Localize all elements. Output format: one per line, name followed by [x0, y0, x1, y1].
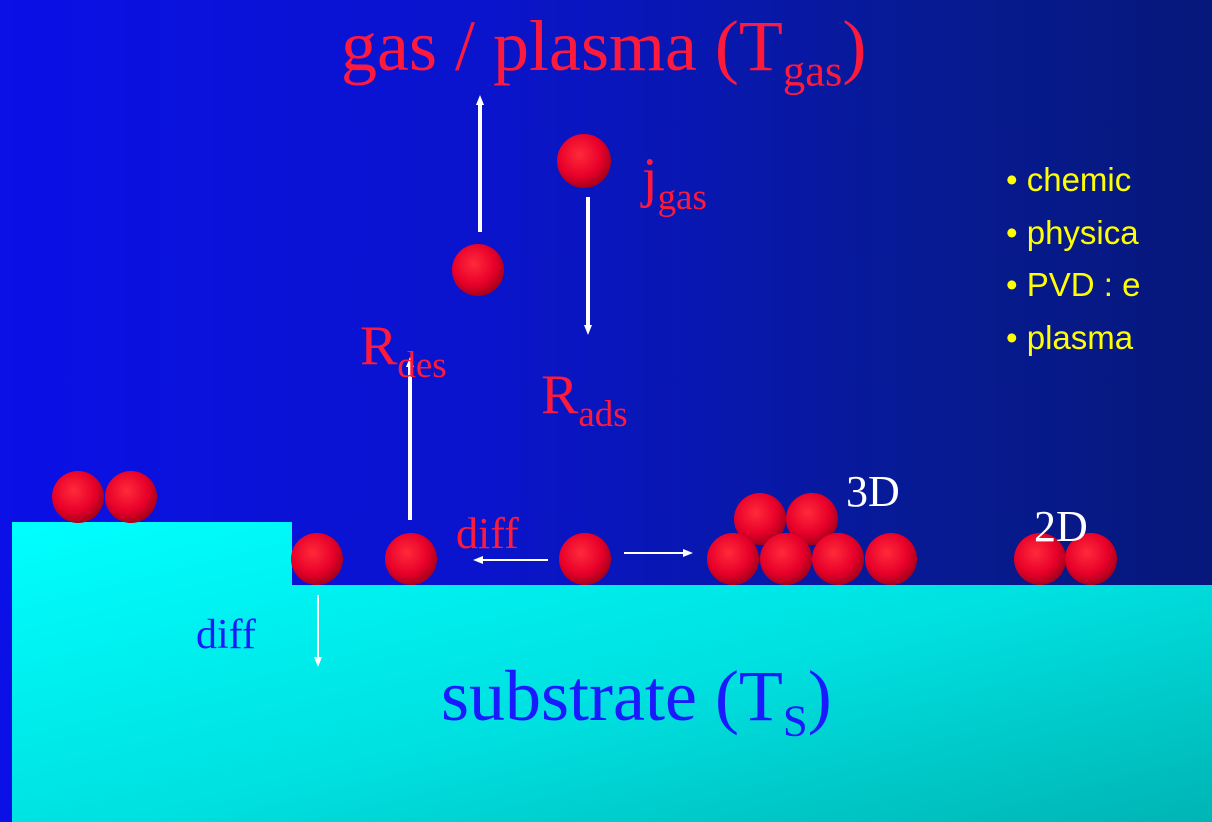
desorption-rate-main: R [360, 315, 398, 377]
bullet-item-physical: • physica [1006, 214, 1139, 251]
substrate-label-main: substrate (T [441, 656, 783, 736]
bullet-item-pvd: • PVD : e [1006, 266, 1141, 303]
adsorption-rate-sub: ads [578, 392, 628, 434]
cluster-3d-top-right [786, 493, 838, 545]
surface-diffusion-label: diff [456, 509, 519, 558]
gas-plasma-title: gas / plasma (Tgas) [341, 10, 866, 93]
flux-label-sub: gas [657, 175, 707, 217]
substrate-label-sub: S [782, 695, 808, 746]
bulk-diffusion-label: diff [196, 612, 256, 658]
gas-title-main: gas / plasma (T [341, 6, 783, 86]
desorbing-particle [452, 244, 504, 296]
label-2d: 2D [1034, 502, 1088, 551]
adatom-step-right [105, 471, 157, 523]
cluster-3d-base-3 [812, 533, 864, 585]
adsorption-rate-label: Rads [541, 364, 628, 432]
flux-label: jgas [642, 147, 707, 215]
adatom-edge [291, 533, 343, 585]
cluster-3d-base-4 [865, 533, 917, 585]
substrate-label: substrate (TS) [441, 660, 832, 743]
adatom-desorbing-site [385, 533, 437, 585]
bullet-item-chemical: • chemic [1006, 161, 1132, 198]
flux-label-main: j [642, 147, 658, 209]
adsorption-rate-main: R [541, 364, 579, 426]
gas-title-sub: gas [782, 45, 843, 96]
particles [52, 134, 1117, 585]
island-2d-left [1014, 533, 1066, 585]
bullet-item-plasma: • plasma [1006, 319, 1134, 356]
substrate-label-close: ) [807, 656, 832, 736]
cluster-3d-base-1 [707, 533, 759, 585]
label-3d: 3D [846, 467, 900, 516]
gas-particle [557, 134, 611, 188]
desorption-rate-sub: des [397, 343, 447, 385]
cluster-3d-top-left [734, 493, 786, 545]
adatom-diffusing [559, 533, 611, 585]
substrate [12, 522, 1212, 822]
desorption-rate-label: Rdes [360, 315, 447, 383]
cluster-3d-base-2 [760, 533, 812, 585]
island-2d-right [1065, 533, 1117, 585]
adatom-step-left [52, 471, 104, 523]
gas-title-close: ) [842, 6, 867, 86]
